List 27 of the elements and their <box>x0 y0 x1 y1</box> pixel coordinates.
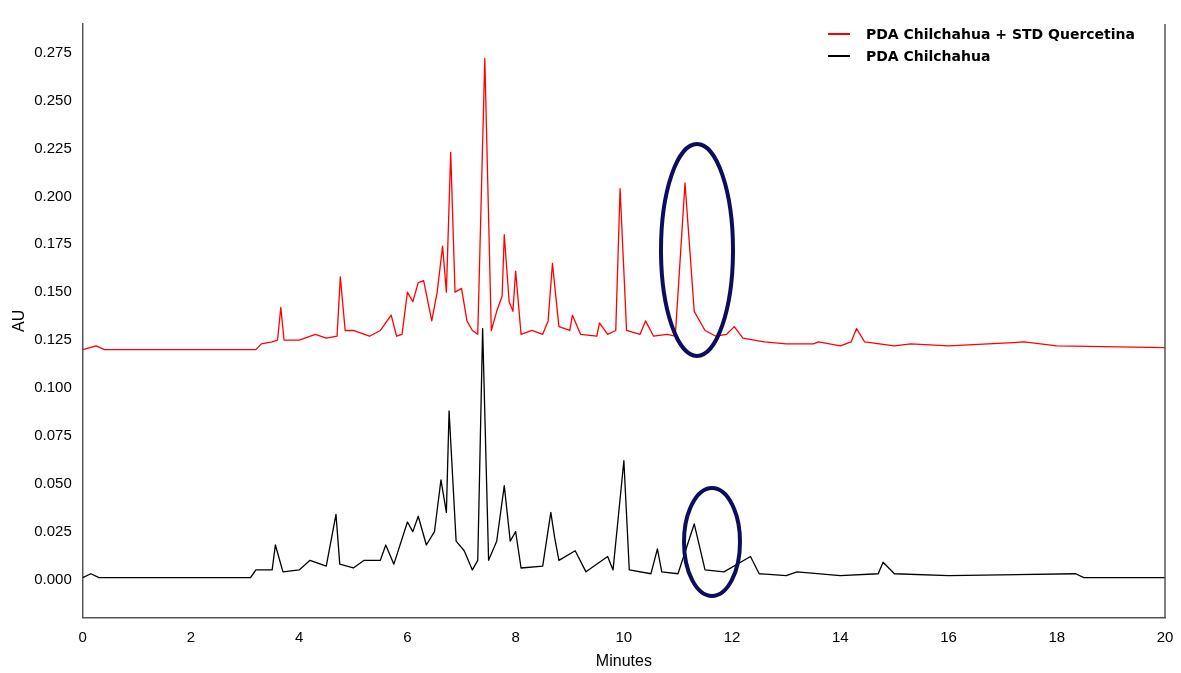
legend-label: PDA Chilchahua <box>865 48 991 64</box>
x-tick-label: 10 <box>615 627 633 645</box>
x-tick-label: 4 <box>295 627 304 645</box>
y-axis-title: AU <box>10 309 28 333</box>
x-tick-label: 14 <box>831 627 849 645</box>
x-tick-label: 8 <box>511 627 520 645</box>
y-tick-label: 0.075 <box>34 425 72 443</box>
y-tick-label: 0.175 <box>34 234 72 252</box>
y-tick-label: 0.150 <box>34 282 72 300</box>
x-tick-label: 0 <box>78 627 87 645</box>
y-tick-label: 0.050 <box>34 473 72 491</box>
y-tick-label: 0.225 <box>34 138 72 156</box>
y-tick-label: 0.125 <box>34 330 72 348</box>
x-tick-label: 20 <box>1156 627 1174 645</box>
x-tick-label: 6 <box>403 627 412 645</box>
y-tick-label: 0.100 <box>34 378 72 396</box>
y-tick-label: 0.200 <box>34 186 72 204</box>
x-tick-label: 18 <box>1048 627 1066 645</box>
x-axis-title: Minutes <box>595 651 652 669</box>
y-tick-label: 0.025 <box>34 521 72 539</box>
y-tick-label: 0.275 <box>34 42 72 60</box>
x-tick-label: 2 <box>186 627 196 645</box>
y-tick-label: 0.250 <box>34 90 72 108</box>
x-tick-label: 16 <box>940 627 957 645</box>
legend-label: PDA Chilchahua + STD Quercetina <box>865 26 1135 42</box>
y-tick-label: 0.000 <box>34 569 72 587</box>
x-tick-label: 12 <box>723 627 741 645</box>
